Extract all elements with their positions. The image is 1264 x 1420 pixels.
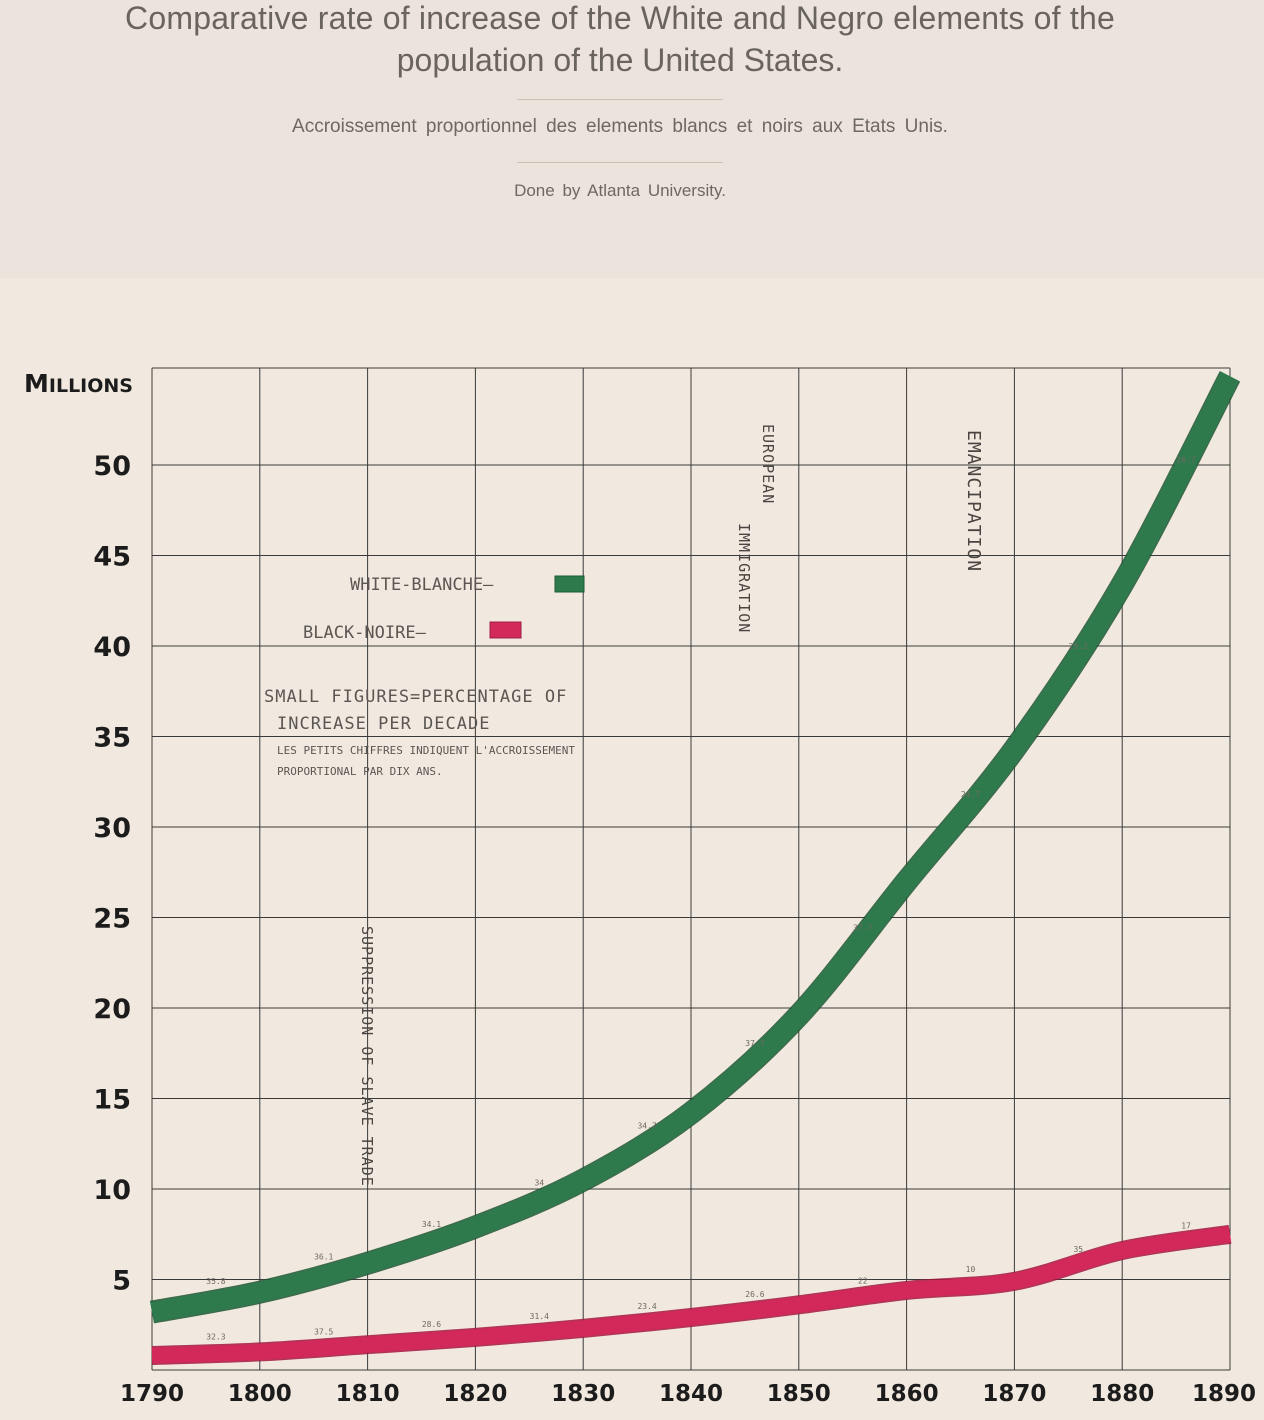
x-tick-label: 1810 [336, 1381, 400, 1407]
decade-percentage-label: 26.7 [1176, 455, 1195, 464]
y-tick-label: 40 [93, 632, 131, 663]
y-tick-label: 35 [93, 723, 131, 754]
legend-note-french-line-1: LES PETITS CHIFFRES INDIQUENT L'ACCROISS… [277, 744, 575, 757]
x-tick-label: 1820 [443, 1381, 507, 1407]
decade-percentage-label: 17 [1181, 1221, 1191, 1230]
y-tick-label: 30 [93, 813, 131, 844]
chart-title-line-1: Comparative rate of increase of the Whit… [125, 0, 1115, 36]
legend-note-french-line-2: PROPORTIONAL PAR DIX ANS. [277, 765, 443, 778]
y-tick-label: 25 [93, 904, 131, 935]
decade-percentage-label: 31.4 [530, 1312, 549, 1321]
decade-percentage-label: 37.5 [314, 1327, 333, 1336]
percentage-labels: 35.8 36.1 34.1 34 34.7 37.7 37.7 24.7 29.2 26.7 32… [206, 455, 1196, 1341]
x-tick-label: 1860 [875, 1381, 939, 1407]
decade-percentage-label: 34.7 [637, 1121, 656, 1130]
decade-percentage-label: 24.7 [961, 790, 980, 799]
chart-title-line-2: population of the United States. [396, 42, 844, 78]
decade-percentage-label: 37.7 [853, 923, 872, 932]
legend: WHITE-BLANCHE— BLACK-NOIRE— SMALL FIGURES=… [264, 575, 585, 778]
y-tick-label: 20 [93, 994, 131, 1025]
annotation-label: IMMIGRATION [735, 523, 753, 633]
x-tick-label: 1830 [551, 1381, 615, 1407]
annotation-label: EMANCIPATION [963, 430, 984, 572]
x-tick-label: 1850 [767, 1381, 831, 1407]
x-tick-label: 1840 [659, 1381, 723, 1407]
decade-percentage-label: 26.6 [745, 1290, 764, 1299]
title-divider [517, 99, 723, 100]
legend-note-line-2: INCREASE PER DECADE [277, 714, 490, 734]
decade-percentage-label: 34 [534, 1178, 544, 1187]
decade-percentage-label: 35 [1073, 1245, 1083, 1254]
decade-percentage-label: 29.2 [1069, 642, 1088, 651]
legend-black-label: BLACK-NOIRE— [303, 623, 427, 643]
decade-percentage-label: 23.4 [637, 1302, 656, 1311]
x-tick-label: 1890 [1192, 1381, 1256, 1407]
y-tick-label: 50 [93, 451, 131, 482]
y-tick-label: 45 [93, 542, 131, 573]
y-axis-label: MILLIONS [24, 369, 133, 398]
white-population-band [150, 371, 1239, 1322]
chart-credit: Done by Atlanta University. [514, 181, 726, 200]
y-axis-label-rest: ILLIONS [49, 375, 133, 397]
decade-percentage-label: 36.1 [314, 1253, 333, 1262]
header-panel: Comparative rate of increase of the Whit… [0, 0, 1264, 279]
y-axis: MILLIONS 5 10 15 20 25 30 35 40 45 50 [24, 369, 133, 1297]
decade-percentage-label: 22 [858, 1277, 868, 1286]
x-tick-label: 1880 [1090, 1381, 1154, 1407]
legend-white-swatch [554, 575, 585, 593]
decade-percentage-label: 35.8 [206, 1277, 225, 1286]
decade-percentage-label: 37.7 [745, 1039, 764, 1048]
chart-subtitle: Accroissement proportionnel des elements… [292, 116, 948, 137]
legend-white-label: WHITE-BLANCHE— [350, 575, 494, 595]
subtitle-divider [517, 162, 723, 163]
chart-grid [151, 367, 1231, 1371]
x-axis: 1790 1800 1810 1820 1830 1840 1850 1860 1870 1880… [120, 1381, 1256, 1407]
decade-percentage-label: 10 [966, 1265, 976, 1274]
annotations: SUPPRESSION OF SLAVE TRADE EUROPEAN IMMIGR… [358, 424, 984, 1187]
legend-black-swatch [489, 621, 522, 639]
legend-note-line-1: SMALL FIGURES=PERCENTAGE OF [264, 687, 567, 707]
decade-percentage-label: 32.3 [206, 1333, 225, 1342]
y-tick-label: 5 [112, 1266, 131, 1297]
decade-percentage-label: 34.1 [422, 1220, 441, 1229]
annotation-label: SUPPRESSION OF SLAVE TRADE [358, 926, 376, 1187]
annotation-label: EUROPEAN [759, 424, 777, 504]
x-tick-label: 1870 [982, 1381, 1046, 1407]
series-layer [149, 371, 1241, 1365]
y-axis-label-initial: M [24, 369, 49, 398]
y-tick-label: 10 [93, 1175, 131, 1206]
y-tick-label: 15 [93, 1085, 131, 1116]
x-tick-label: 1790 [120, 1381, 184, 1407]
chart-plate [0, 278, 1264, 1420]
decade-percentage-label: 28.6 [422, 1320, 441, 1329]
x-tick-label: 1800 [228, 1381, 292, 1407]
